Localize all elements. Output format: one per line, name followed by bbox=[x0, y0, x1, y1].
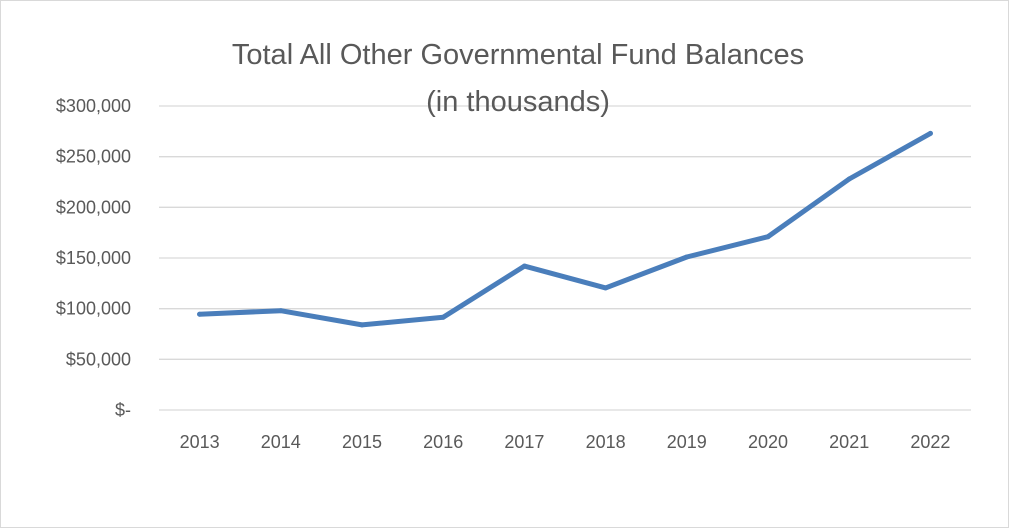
series-layer bbox=[197, 130, 933, 328]
y-tick-label: $50,000 bbox=[66, 349, 131, 369]
data-point bbox=[846, 176, 852, 182]
x-tick-label: 2019 bbox=[667, 432, 707, 452]
data-point bbox=[927, 130, 933, 136]
data-point bbox=[440, 314, 446, 320]
y-tick-label: $300,000 bbox=[56, 96, 131, 116]
y-tick-label: $200,000 bbox=[56, 197, 131, 217]
y-tick-label: $250,000 bbox=[56, 147, 131, 167]
data-point bbox=[521, 263, 527, 269]
x-tick-label: 2017 bbox=[504, 432, 544, 452]
y-tick-label: $150,000 bbox=[56, 248, 131, 268]
data-point bbox=[603, 285, 609, 291]
data-point bbox=[684, 254, 690, 260]
data-point bbox=[278, 308, 284, 314]
x-tick-label: 2014 bbox=[261, 432, 301, 452]
data-point bbox=[197, 311, 203, 317]
data-point bbox=[359, 322, 365, 328]
x-axis-ticks: 2013 2014 2015 2016 2017 2018 2019 2020 2021 2022 bbox=[180, 432, 951, 452]
x-tick-label: 2018 bbox=[586, 432, 626, 452]
x-tick-label: 2016 bbox=[423, 432, 463, 452]
series-line bbox=[197, 130, 933, 328]
data-point bbox=[765, 234, 771, 240]
x-tick-label: 2015 bbox=[342, 432, 382, 452]
chart-subtitle: (in thousands) bbox=[426, 86, 610, 118]
y-axis-ticks: $- $50,000 $100,000 $150,000 $200,000 $250,00… bbox=[56, 96, 131, 420]
x-tick-label: 2020 bbox=[748, 432, 788, 452]
x-tick-label: 2021 bbox=[829, 432, 869, 452]
y-tick-label: $100,000 bbox=[56, 299, 131, 319]
chart-title: Total All Other Governmental Fund Balanc… bbox=[232, 39, 804, 71]
x-tick-label: 2013 bbox=[180, 432, 220, 452]
y-tick-label: $- bbox=[115, 400, 131, 420]
gridlines bbox=[159, 105, 971, 411]
x-tick-label: 2022 bbox=[910, 432, 950, 452]
